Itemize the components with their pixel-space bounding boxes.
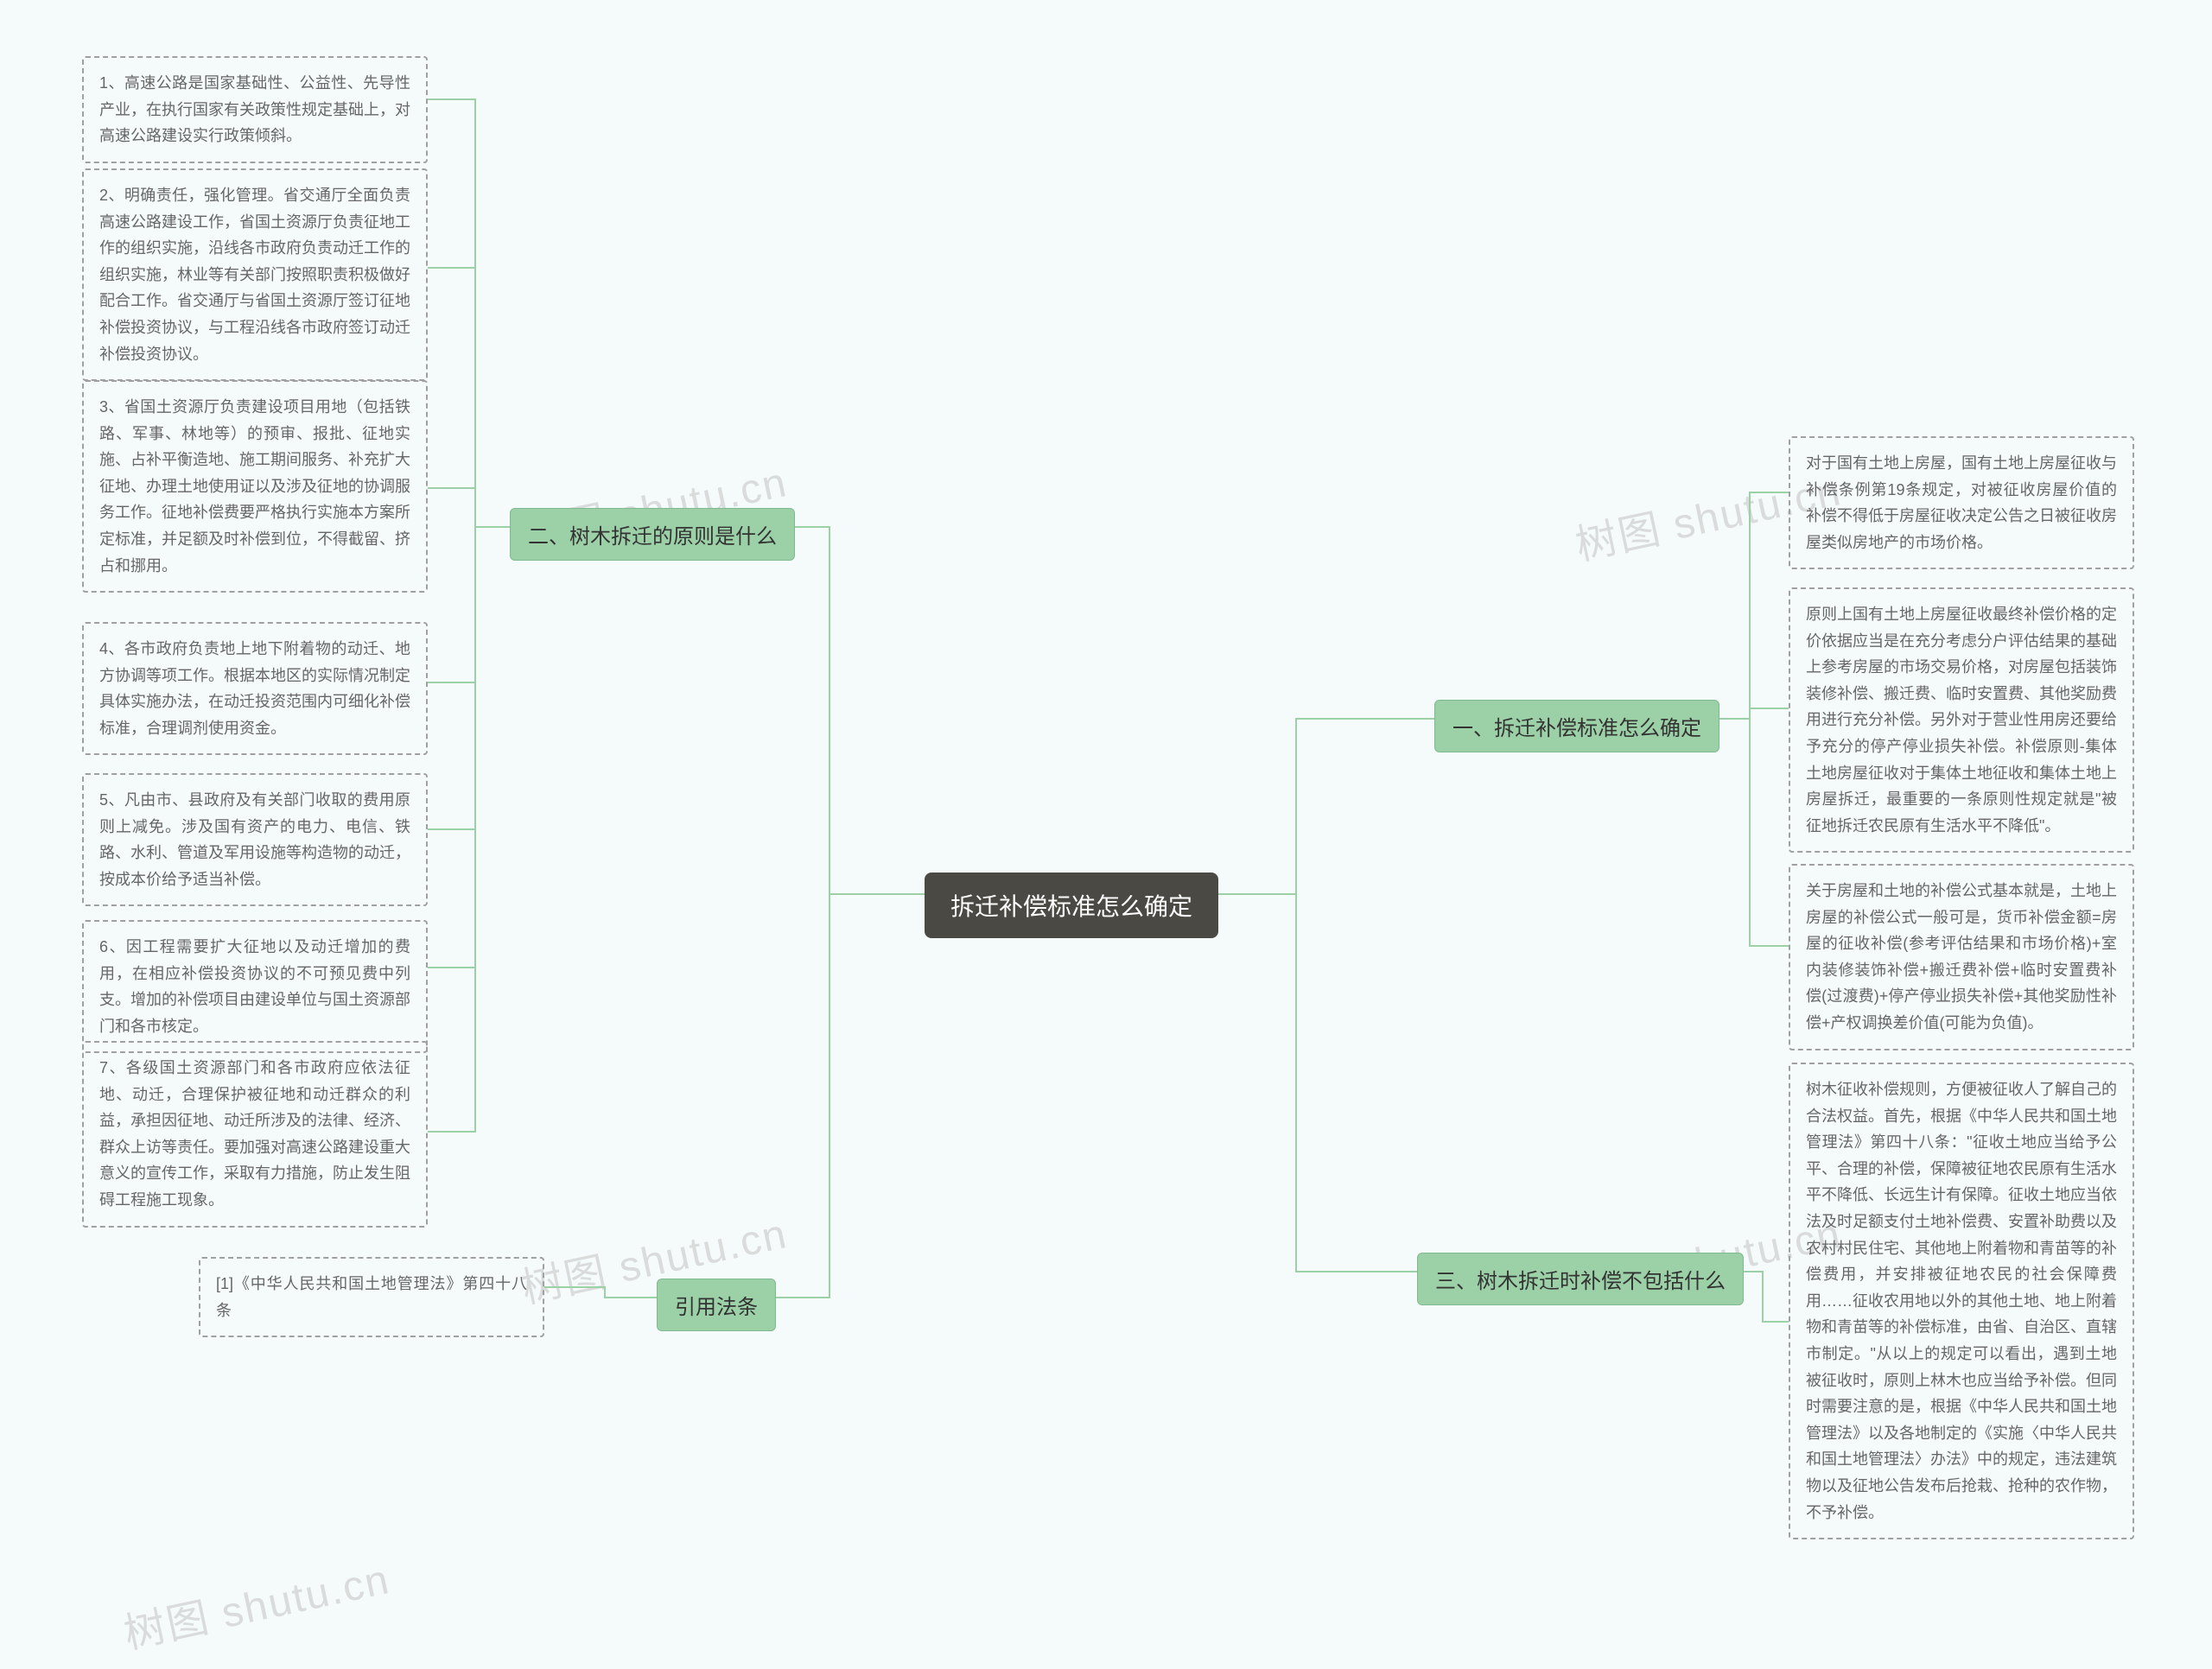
leaf-city-gov: 4、各市政府负责地上地下附着物的动迁、地方协调等项工作。根据本地区的实际情况制定… — [82, 622, 428, 755]
leaf-text: 2、明确责任，强化管理。省交通厅全面负责高速公路建设工作，省国土资源厅负责征地工… — [99, 187, 410, 363]
mindmap-center[interactable]: 拆迁补偿标准怎么确定 — [925, 873, 1218, 938]
leaf-text: 5、凡由市、县政府及有关部门收取的费用原则上减免。涉及国有资产的电力、电信、铁路… — [99, 791, 410, 888]
leaf-text: 1、高速公路是国家基础性、公益性、先导性产业，在执行国家有关政策性规定基础上，对… — [99, 74, 410, 144]
leaf-law-article: [1]《中华人民共和国土地管理法》第四十八条 — [199, 1257, 544, 1337]
leaf-fee-reduction: 5、凡由市、县政府及有关部门收取的费用原则上减免。涉及国有资产的电力、电信、铁路… — [82, 773, 428, 906]
leaf-text: 对于国有土地上房屋，国有土地上房屋征收与补偿条例第19条规定，对被征收房屋价值的… — [1806, 454, 2117, 551]
leaf-text: 关于房屋和土地的补偿公式基本就是，土地上房屋的补偿公式一般可是，货币补偿金额=房… — [1806, 882, 2117, 1031]
leaf-state-land-housing: 对于国有土地上房屋，国有土地上房屋征收与补偿条例第19条规定，对被征收房屋价值的… — [1789, 436, 2134, 569]
branch-label: 一、拆迁补偿标准怎么确定 — [1452, 717, 1701, 740]
branch-compensation-standard[interactable]: 一、拆迁补偿标准怎么确定 — [1434, 700, 1719, 752]
branch-legal-reference[interactable]: 引用法条 — [657, 1279, 776, 1331]
branch-tree-exclusion[interactable]: 三、树木拆迁时补偿不包括什么 — [1417, 1253, 1744, 1305]
leaf-text: 树木征收补偿规则，方便被征收人了解自己的合法权益。首先，根据《中华人民共和国土地… — [1806, 1081, 2117, 1521]
leaf-text: 4、各市政府负责地上地下附着物的动迁、地方协调等项工作。根据本地区的实际情况制定… — [99, 640, 410, 737]
leaf-text: [1]《中华人民共和国土地管理法》第四十八条 — [216, 1275, 527, 1319]
leaf-land-resources: 3、省国土资源厅负责建设项目用地（包括铁路、军事、林地等）的预审、报批、征地实施… — [82, 380, 428, 593]
leaf-tree-compensation-rules: 树木征收补偿规则，方便被征收人了解自己的合法权益。首先，根据《中华人民共和国土地… — [1789, 1063, 2134, 1539]
branch-tree-demolition-principle[interactable]: 二、树木拆迁的原则是什么 — [510, 508, 795, 561]
leaf-responsibility: 2、明确责任，强化管理。省交通厅全面负责高速公路建设工作，省国土资源厅负责征地工… — [82, 168, 428, 381]
leaf-pricing-principle: 原则上国有土地上房屋征收最终补偿价格的定价依据应当是在充分考虑分户评估结果的基础… — [1789, 587, 2134, 853]
leaf-expansion-fee: 6、因工程需要扩大征地以及动迁增加的费用，在相应补偿投资协议的不可预见费中列支。… — [82, 920, 428, 1053]
leaf-text: 7、各级国土资源部门和各市政府应依法征地、动迁，合理保护被征地和动迁群众的利益，… — [99, 1059, 410, 1209]
branch-label: 引用法条 — [675, 1296, 758, 1319]
leaf-compensation-formula: 关于房屋和土地的补偿公式基本就是，土地上房屋的补偿公式一般可是，货币补偿金额=房… — [1789, 864, 2134, 1050]
leaf-highway-policy: 1、高速公路是国家基础性、公益性、先导性产业，在执行国家有关政策性规定基础上，对… — [82, 56, 428, 163]
branch-label: 三、树木拆迁时补偿不包括什么 — [1435, 1270, 1726, 1293]
leaf-legal-protection: 7、各级国土资源部门和各市政府应依法征地、动迁，合理保护被征地和动迁群众的利益，… — [82, 1041, 428, 1228]
center-label: 拆迁补偿标准怎么确定 — [950, 893, 1192, 920]
leaf-text: 3、省国土资源厅负责建设项目用地（包括铁路、军事、林地等）的预审、报批、征地实施… — [99, 398, 410, 574]
branch-label: 二、树木拆迁的原则是什么 — [528, 525, 777, 549]
leaf-text: 原则上国有土地上房屋征收最终补偿价格的定价依据应当是在充分考虑分户评估结果的基础… — [1806, 606, 2117, 834]
watermark: 树图 shutu.cn — [118, 1545, 395, 1660]
leaf-text: 6、因工程需要扩大征地以及动迁增加的费用，在相应补偿投资协议的不可预见费中列支。… — [99, 938, 410, 1035]
